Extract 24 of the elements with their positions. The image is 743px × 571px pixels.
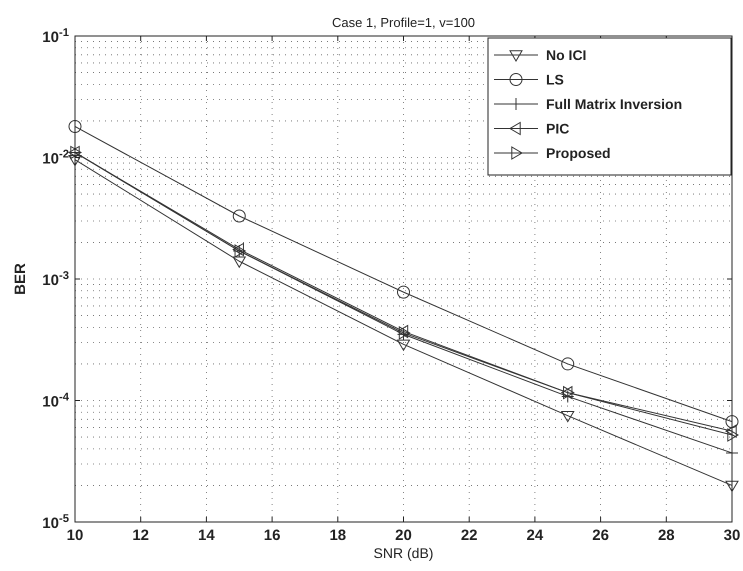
x-tick-label: 18 <box>329 527 346 544</box>
x-tick-label: 22 <box>460 527 478 544</box>
x-tick-label: 14 <box>198 527 216 544</box>
legend-label: Proposed <box>546 145 611 161</box>
x-tick-label: 20 <box>395 527 412 544</box>
legend-label: No ICI <box>546 47 586 63</box>
y-tick-label: 10$^{-1}$ <box>42 27 69 46</box>
legend-label: PIC <box>546 120 570 136</box>
x-tick-label: 12 <box>132 527 150 544</box>
x-tick-label: 10 <box>66 527 84 544</box>
y-tick-label: 10$^{-4}$ <box>42 392 70 410</box>
x-tick-label: 30 <box>724 527 740 544</box>
chart-title: Case 1, Profile=1, v=100 <box>332 15 476 30</box>
x-tick-label: 24 <box>526 527 544 544</box>
x-axis-title: SNR (dB) <box>374 545 434 561</box>
legend-label: LS <box>546 72 564 88</box>
y-axis-title: BER <box>12 263 29 295</box>
y-tick-label: 10$^{-5}$ <box>42 513 69 532</box>
legend-label: Full Matrix Inversion <box>546 96 682 112</box>
x-tick-label: 28 <box>658 527 675 544</box>
y-tick-label: 10$^{-3}$ <box>42 270 69 289</box>
x-tick-label: 16 <box>264 527 280 544</box>
y-tick-label: 10$^{-2}$ <box>42 148 69 168</box>
x-tick-label: 26 <box>592 527 609 544</box>
